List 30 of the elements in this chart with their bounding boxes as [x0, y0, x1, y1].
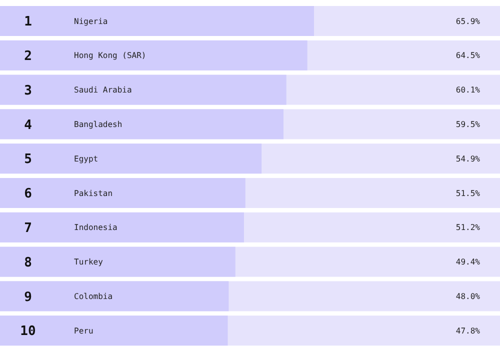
data-label: 48.0%: [456, 292, 480, 301]
annotation: 3: [24, 83, 32, 98]
y-tick-label: Saudi Arabia: [74, 86, 132, 95]
y-tick-label: Colombia: [74, 292, 113, 301]
data-label: 64.5%: [456, 51, 480, 60]
annotation: 4: [24, 118, 32, 133]
data-label: 51.2%: [456, 223, 480, 232]
data-label: 54.9%: [456, 154, 480, 164]
y-tick-label: Pakistan: [74, 188, 113, 198]
annotation: 1: [24, 14, 32, 30]
data-label: 59.5%: [456, 120, 480, 129]
y-tick-label: Turkey: [74, 258, 104, 267]
annotation: 10: [20, 324, 36, 340]
annotation: 2: [24, 48, 32, 64]
y-tick-label: Egypt: [74, 154, 98, 164]
y-tick-label: Indonesia: [74, 223, 118, 232]
y-tick-label: Peru: [74, 326, 94, 336]
y-tick-label: Hong Kong (SAR): [74, 51, 146, 60]
y-tick-label: Nigeria: [74, 16, 108, 26]
annotation: 6: [24, 186, 32, 202]
annotation: 5: [24, 152, 32, 168]
data-label: 49.4%: [456, 258, 480, 267]
data-label: 51.5%: [456, 188, 480, 198]
data-label: 65.9%: [456, 16, 480, 26]
annotation: 7: [24, 220, 32, 236]
annotation: 8: [24, 255, 32, 270]
y-tick-label: Bangladesh: [74, 120, 122, 129]
data-label: 60.1%: [456, 86, 480, 95]
annotation: 9: [24, 290, 32, 305]
data-label: 47.8%: [456, 326, 480, 336]
